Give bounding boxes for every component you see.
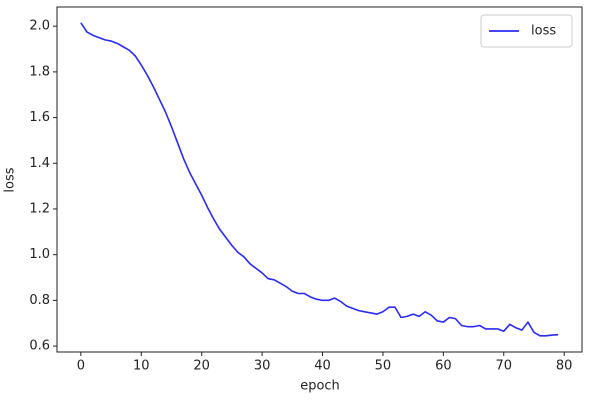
y-tick-label: 0.8 bbox=[29, 293, 50, 308]
y-tick-label: 1.2 bbox=[29, 201, 50, 216]
y-tick-label: 1.6 bbox=[29, 110, 50, 125]
x-axis-label: epoch bbox=[300, 379, 340, 394]
y-tick-label: 0.6 bbox=[29, 339, 50, 354]
x-tick-label: 70 bbox=[495, 359, 512, 374]
y-tick-label: 1.8 bbox=[29, 64, 50, 79]
x-tick-label: 0 bbox=[77, 359, 85, 374]
y-axis-label: loss bbox=[3, 167, 18, 192]
y-tick-label: 2.0 bbox=[29, 19, 50, 34]
x-tick-label: 60 bbox=[435, 359, 452, 374]
x-tick-label: 40 bbox=[314, 359, 331, 374]
x-tick-label: 80 bbox=[556, 359, 573, 374]
y-tick-label: 1.0 bbox=[29, 247, 50, 262]
y-tick-label: 1.4 bbox=[29, 156, 50, 171]
loss-line bbox=[80, 22, 559, 337]
x-tick-label: 20 bbox=[193, 359, 210, 374]
legend-label: loss bbox=[531, 24, 556, 39]
x-tick-label: 50 bbox=[375, 359, 392, 374]
x-tick-label: 10 bbox=[133, 359, 150, 374]
legend-box bbox=[480, 14, 573, 48]
plot-frame bbox=[56, 6, 583, 353]
x-tick-label: 30 bbox=[254, 359, 271, 374]
